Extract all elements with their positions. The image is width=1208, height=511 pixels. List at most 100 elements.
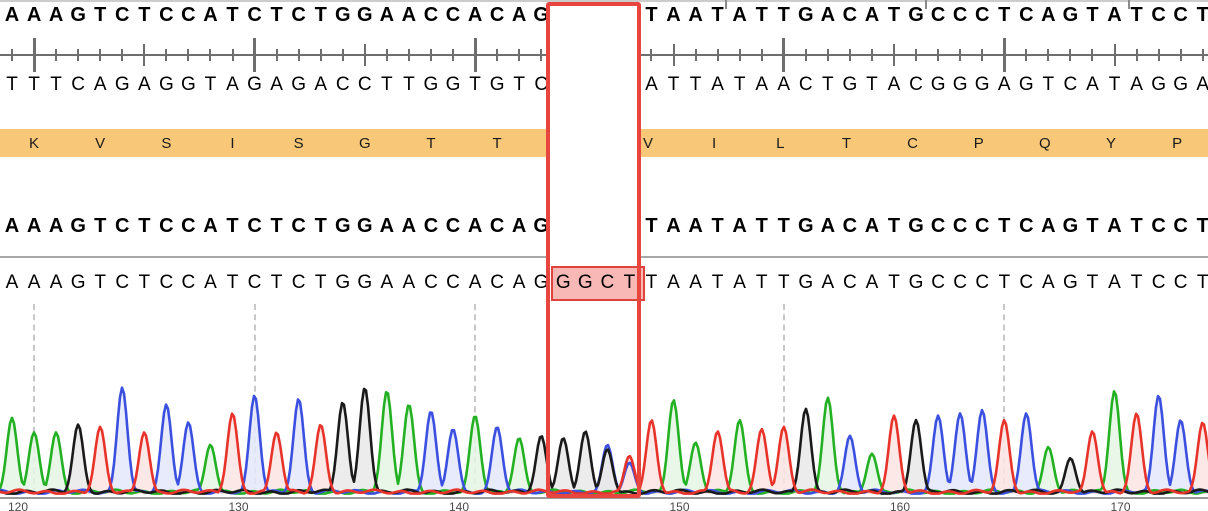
read-base[interactable]: G xyxy=(70,272,86,293)
reference-base[interactable]: T xyxy=(1196,215,1208,237)
reference-base[interactable]: A xyxy=(864,215,880,237)
reference-base[interactable]: A xyxy=(379,4,395,26)
reference-base[interactable]: A xyxy=(1107,4,1122,26)
complement-base[interactable]: T xyxy=(1042,74,1055,95)
reference-base[interactable]: T xyxy=(138,215,151,237)
amino-acid-label[interactable]: P xyxy=(1172,135,1183,152)
read-base[interactable]: A xyxy=(1042,272,1055,293)
reference-base[interactable]: G xyxy=(1062,215,1079,237)
reference-base[interactable]: C xyxy=(1173,4,1188,26)
complement-base[interactable]: A xyxy=(997,74,1011,95)
read-base[interactable]: G xyxy=(798,272,814,293)
read-base[interactable]: G xyxy=(335,272,351,293)
read-insertion-base[interactable]: T xyxy=(623,272,636,293)
amino-acid-label[interactable]: S xyxy=(293,135,304,152)
read-base[interactable]: C xyxy=(931,272,945,293)
read-base[interactable]: A xyxy=(380,272,394,293)
insertion-highlight[interactable] xyxy=(551,266,646,301)
complement-base[interactable]: A xyxy=(711,74,724,95)
complement-base[interactable]: T xyxy=(50,74,62,95)
reference-base[interactable]: A xyxy=(203,4,218,26)
complement-base[interactable]: T xyxy=(513,74,525,95)
complement-base[interactable]: A xyxy=(270,74,283,95)
read-base[interactable]: A xyxy=(204,272,217,293)
complement-base[interactable]: T xyxy=(822,74,834,95)
read-base[interactable]: A xyxy=(402,272,416,293)
reference-base[interactable]: C xyxy=(423,4,439,26)
complement-base[interactable]: T xyxy=(403,74,415,95)
reference-base[interactable]: T xyxy=(226,4,239,26)
read-base[interactable]: C xyxy=(291,272,306,293)
reference-base[interactable]: T xyxy=(1130,4,1143,26)
reference-base[interactable]: T xyxy=(270,215,283,237)
amino-acid-label[interactable]: Y xyxy=(1106,135,1117,152)
reference-base[interactable]: G xyxy=(798,4,814,26)
read-insertion-base[interactable]: G xyxy=(555,272,571,293)
reference-base[interactable]: C xyxy=(974,215,990,237)
read-base[interactable]: C xyxy=(247,272,262,293)
reference-base[interactable]: T xyxy=(887,215,901,237)
reference-base[interactable]: C xyxy=(842,215,858,237)
complement-base[interactable]: C xyxy=(71,74,86,95)
complement-base[interactable]: T xyxy=(1108,74,1121,95)
read-base[interactable]: C xyxy=(1019,272,1034,293)
reference-base[interactable]: T xyxy=(1086,4,1099,26)
amino-acid-label[interactable]: Q xyxy=(1039,135,1051,152)
complement-base[interactable]: C xyxy=(357,74,372,95)
reference-base[interactable]: G xyxy=(908,215,924,237)
reference-base[interactable]: C xyxy=(842,4,858,26)
read-base[interactable]: A xyxy=(667,272,680,293)
amino-acid-label[interactable]: C xyxy=(907,135,919,152)
reference-base[interactable]: A xyxy=(511,4,527,26)
complement-base[interactable]: G xyxy=(842,74,858,95)
read-base[interactable]: C xyxy=(181,272,196,293)
amino-acid-label[interactable]: K xyxy=(29,135,40,152)
reference-base[interactable]: T xyxy=(777,4,790,26)
read-base[interactable]: C xyxy=(1173,272,1188,293)
read-base[interactable]: A xyxy=(733,272,746,293)
complement-base[interactable]: G xyxy=(158,74,174,95)
read-base[interactable]: A xyxy=(5,272,19,293)
complement-base[interactable]: A xyxy=(137,74,151,95)
reference-base[interactable]: T xyxy=(998,4,1011,26)
reference-base[interactable]: A xyxy=(864,4,880,26)
read-base[interactable]: C xyxy=(1151,272,1166,293)
reference-base[interactable]: C xyxy=(1151,4,1166,26)
reference-base[interactable]: T xyxy=(314,215,327,237)
read-insertion-base[interactable]: C xyxy=(600,272,615,293)
complement-base[interactable]: C xyxy=(1063,74,1078,95)
amino-acid-label[interactable]: T xyxy=(841,135,852,152)
reference-base[interactable]: T xyxy=(94,4,107,26)
read-base[interactable]: T xyxy=(226,272,239,293)
reference-base[interactable]: A xyxy=(4,215,20,237)
read-base[interactable]: T xyxy=(888,272,900,293)
reference-base[interactable]: T xyxy=(645,4,658,26)
read-insertion-base[interactable]: G xyxy=(577,272,593,293)
read-base[interactable]: T xyxy=(645,272,658,293)
reference-base[interactable]: A xyxy=(666,4,681,26)
read-base[interactable]: T xyxy=(138,272,151,293)
read-base[interactable]: C xyxy=(424,272,438,293)
reference-base[interactable]: A xyxy=(203,215,218,237)
complement-base[interactable]: A xyxy=(1130,74,1143,95)
complement-base[interactable]: T xyxy=(28,74,40,95)
reference-base[interactable]: A xyxy=(401,4,417,26)
complement-base[interactable]: G xyxy=(114,74,130,95)
amino-acid-label[interactable]: I xyxy=(230,135,235,152)
amino-acid-label[interactable]: L xyxy=(776,135,785,152)
reference-base[interactable]: C xyxy=(952,4,968,26)
reference-base[interactable]: C xyxy=(181,4,196,26)
reference-base[interactable]: C xyxy=(1173,215,1188,237)
reference-base[interactable]: G xyxy=(334,4,351,26)
reference-base[interactable]: C xyxy=(115,215,130,237)
reference-base[interactable]: G xyxy=(70,215,86,237)
reference-base[interactable]: A xyxy=(820,215,836,237)
reference-base[interactable]: C xyxy=(247,215,262,237)
amino-acid-label[interactable]: T xyxy=(492,135,502,152)
reference-base[interactable]: C xyxy=(1019,215,1034,237)
read-base[interactable]: T xyxy=(270,272,283,293)
reference-base[interactable]: C xyxy=(291,4,306,26)
reference-base[interactable]: C xyxy=(291,215,306,237)
reference-base[interactable]: G xyxy=(798,215,814,237)
reference-base[interactable]: T xyxy=(138,4,151,26)
